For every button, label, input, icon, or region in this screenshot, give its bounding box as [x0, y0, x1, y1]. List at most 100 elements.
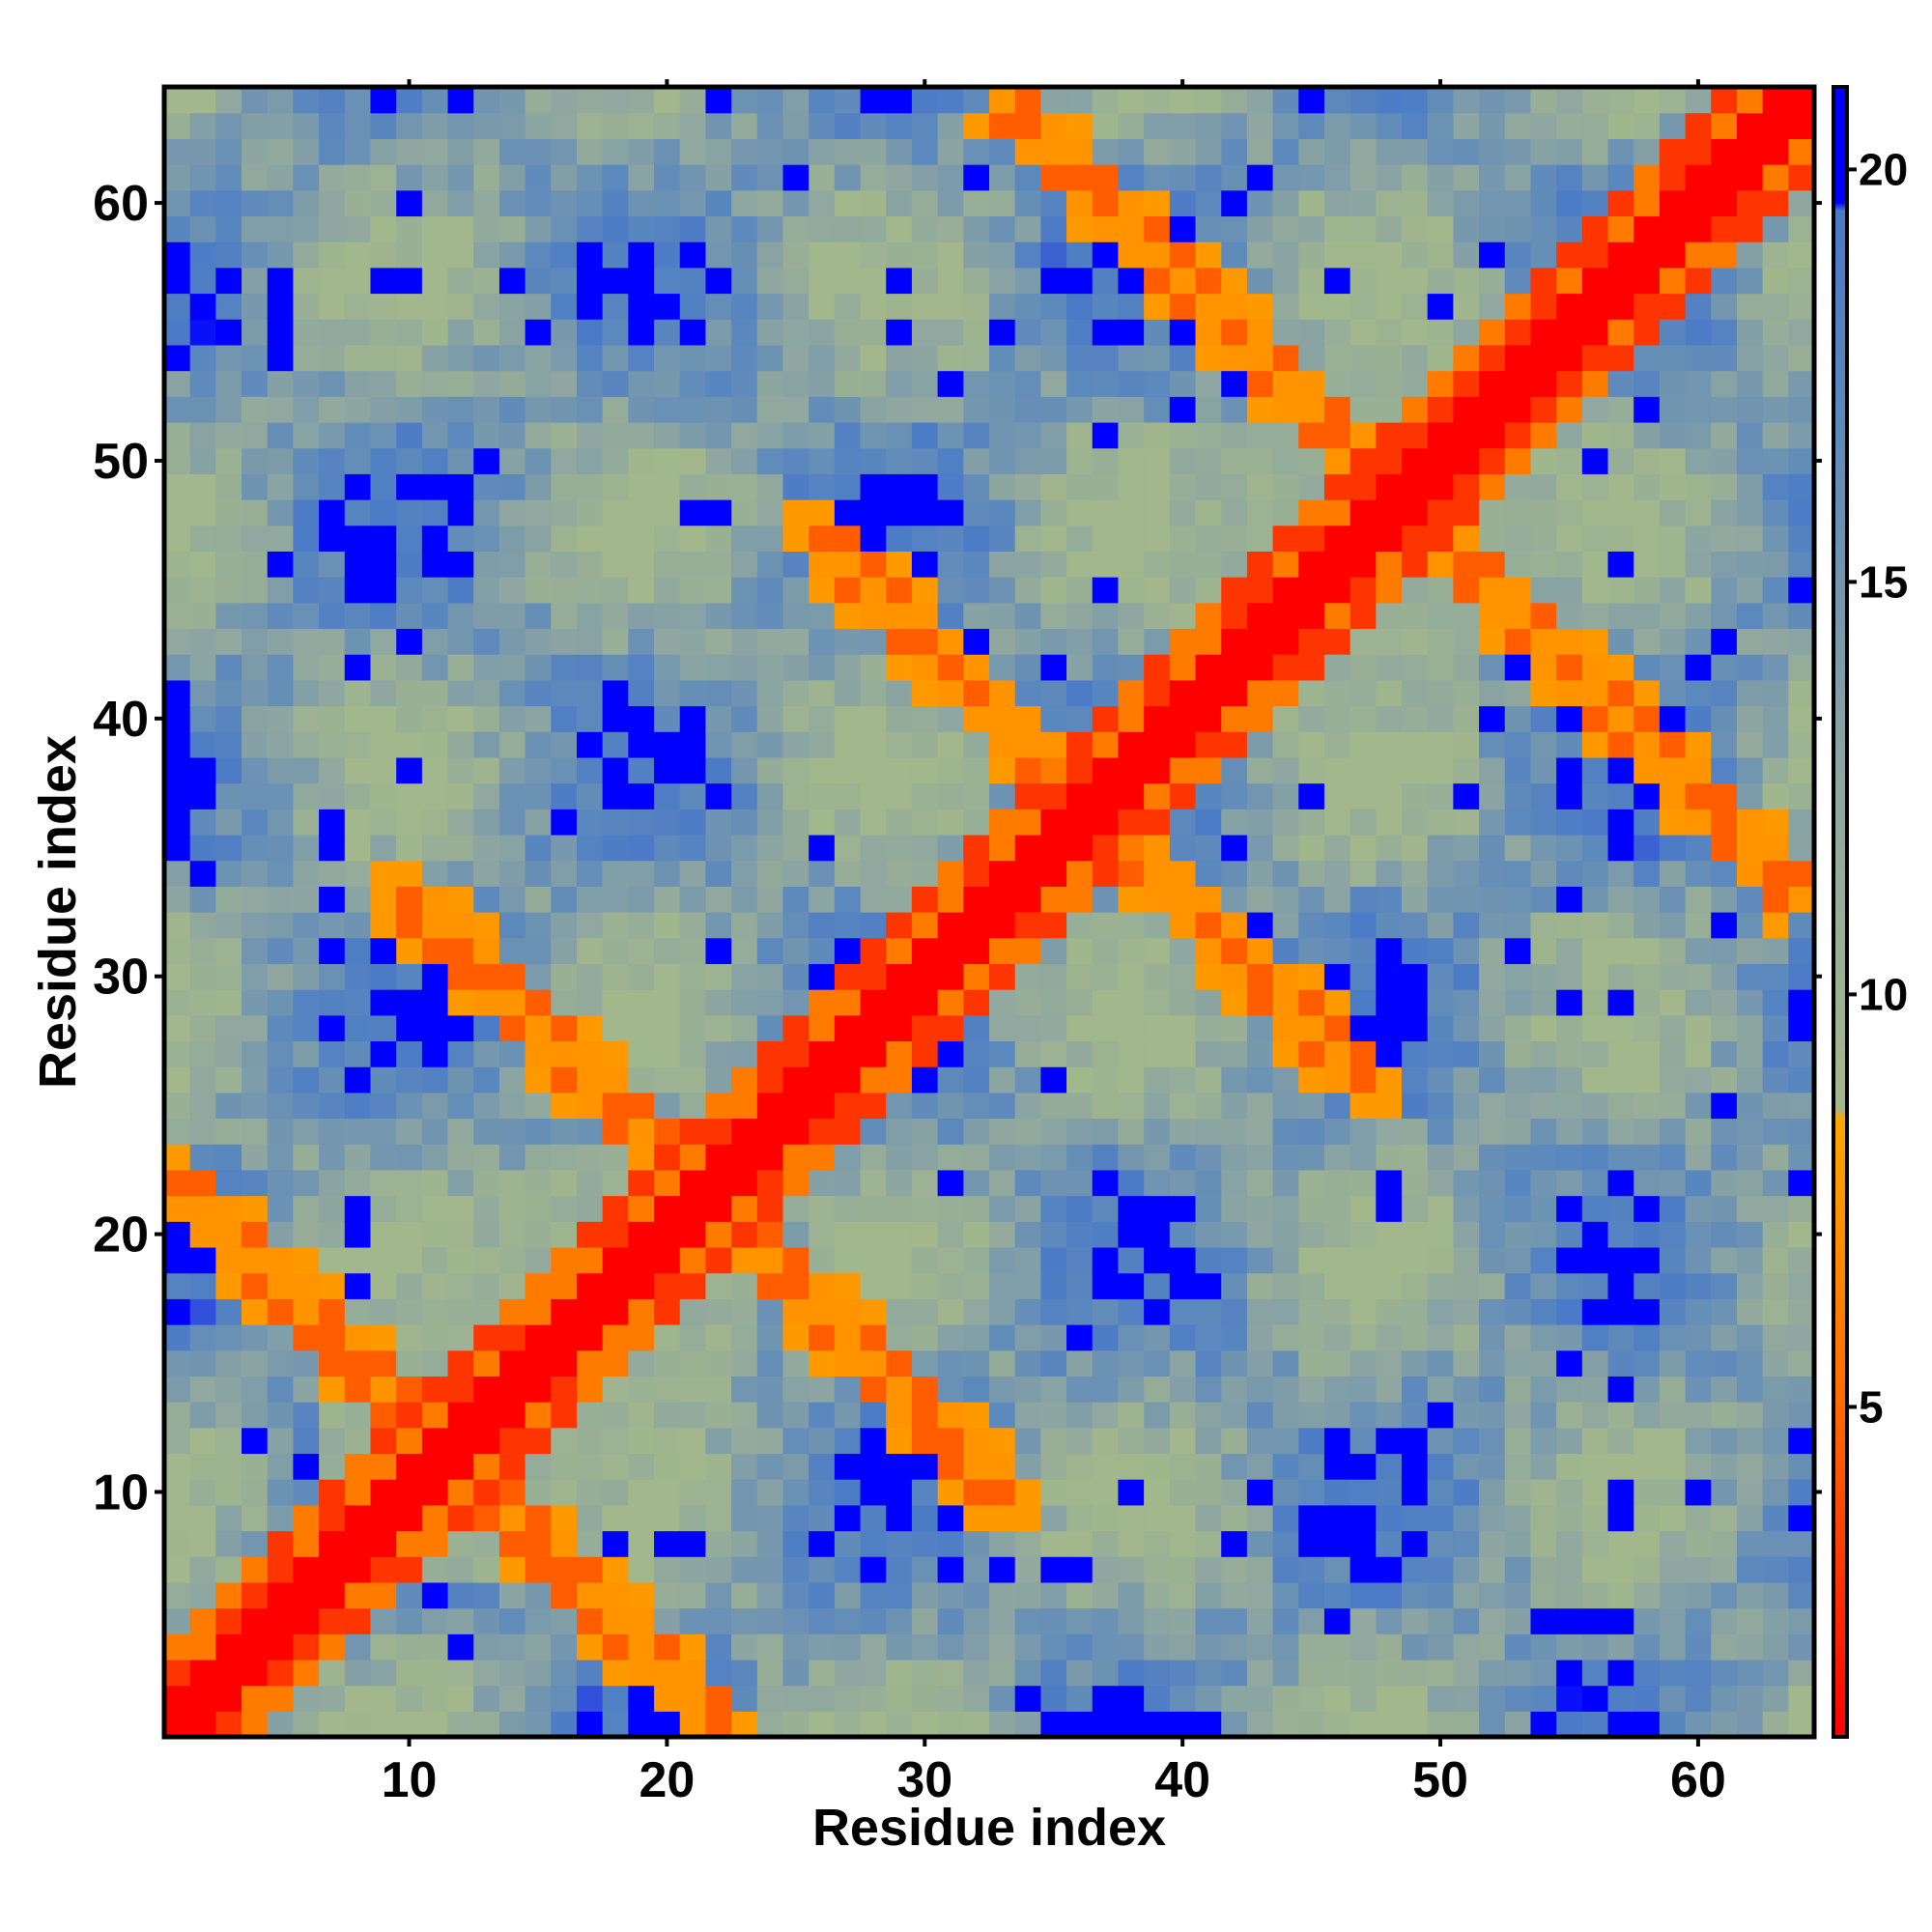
- heatmap-cell: [1092, 551, 1120, 578]
- heatmap-cell: [577, 1530, 604, 1557]
- heatmap-cell: [1736, 1504, 1764, 1532]
- heatmap-cell: [1711, 370, 1738, 397]
- heatmap-cell: [963, 1453, 990, 1480]
- heatmap-cell: [1350, 912, 1377, 939]
- heatmap-cell: [370, 809, 397, 836]
- heatmap-cell: [242, 1711, 269, 1738]
- heatmap-cell: [525, 499, 552, 526]
- heatmap-cell: [731, 1581, 758, 1609]
- heatmap-cell: [1762, 1221, 1789, 1248]
- heatmap-cell: [1402, 628, 1429, 655]
- heatmap-cell: [937, 215, 964, 242]
- heatmap-cell: [782, 860, 810, 887]
- heatmap-cell: [1530, 1246, 1557, 1274]
- heatmap-cell: [756, 1118, 784, 1145]
- heatmap-cell: [1762, 1427, 1789, 1455]
- heatmap-cell: [1762, 473, 1789, 500]
- heatmap-cell: [1376, 1350, 1403, 1377]
- heatmap-cell: [1144, 1298, 1171, 1325]
- heatmap-cell: [1246, 421, 1274, 449]
- heatmap-cell: [1066, 293, 1094, 320]
- heatmap-cell: [705, 215, 732, 242]
- heatmap-cell: [1195, 1659, 1222, 1687]
- heatmap-cell: [756, 1014, 784, 1042]
- heatmap-cell: [267, 705, 295, 732]
- heatmap-cell: [1092, 1530, 1120, 1557]
- heatmap-cell: [498, 1581, 526, 1609]
- heatmap-cell: [525, 1298, 552, 1325]
- heatmap-cell: [1581, 602, 1609, 630]
- heatmap-cell: [731, 1402, 758, 1429]
- heatmap-cell: [1221, 87, 1248, 114]
- heatmap-cell: [602, 242, 629, 269]
- heatmap-cell: [242, 551, 269, 578]
- heatmap-cell: [860, 189, 887, 217]
- heatmap-cell: [370, 421, 397, 449]
- heatmap-cell: [473, 1350, 500, 1377]
- heatmap-cell: [1762, 654, 1789, 681]
- heatmap-cell: [679, 1504, 707, 1532]
- heatmap-cell: [577, 1479, 604, 1506]
- heatmap-cell: [1788, 499, 1815, 526]
- heatmap-cell: [1659, 1350, 1687, 1377]
- heatmap-cell: [1479, 421, 1506, 449]
- heatmap-cell: [525, 319, 552, 346]
- heatmap-cell: [911, 756, 939, 784]
- heatmap-cell: [421, 1659, 449, 1687]
- heatmap-cell: [860, 1040, 887, 1067]
- heatmap-cell: [1479, 1272, 1506, 1299]
- heatmap-cell: [1736, 937, 1764, 964]
- heatmap-cell: [267, 1530, 295, 1557]
- heatmap-cell: [1634, 1634, 1661, 1661]
- heatmap-cell: [1350, 242, 1377, 269]
- heatmap-cell: [860, 370, 887, 397]
- heatmap-cell: [1762, 1144, 1789, 1171]
- heatmap-cell: [215, 782, 242, 810]
- heatmap-cell: [421, 370, 449, 397]
- heatmap-cell: [1581, 912, 1609, 939]
- heatmap-cell: [602, 1066, 629, 1094]
- heatmap-cell: [189, 731, 216, 758]
- heatmap-cell: [1556, 242, 1583, 269]
- heatmap-cell: [189, 1144, 216, 1171]
- heatmap-cell: [498, 1118, 526, 1145]
- heatmap-cell: [1556, 989, 1583, 1016]
- heatmap-cell: [1298, 87, 1325, 114]
- heatmap-cell: [1504, 860, 1532, 887]
- heatmap-cell: [1169, 1530, 1197, 1557]
- heatmap-cell: [1788, 886, 1815, 913]
- heatmap-cell: [1556, 654, 1583, 681]
- heatmap-cell: [860, 989, 887, 1016]
- heatmap-cell: [1195, 782, 1222, 810]
- heatmap-cell: [1272, 1350, 1299, 1377]
- heatmap-cell: [473, 1272, 500, 1299]
- heatmap-cell: [1659, 577, 1687, 604]
- heatmap-cell: [1504, 215, 1532, 242]
- heatmap-cell: [937, 1040, 964, 1067]
- heatmap-cell: [1350, 1040, 1377, 1067]
- heatmap-cell: [1736, 344, 1764, 372]
- heatmap-cell: [679, 1607, 707, 1634]
- heatmap-cell: [654, 112, 681, 139]
- heatmap-cell: [189, 886, 216, 913]
- heatmap-cell: [963, 215, 990, 242]
- heatmap-cell: [1169, 551, 1197, 578]
- heatmap-cell: [319, 1272, 346, 1299]
- heatmap-cell: [396, 421, 423, 449]
- heatmap-cell: [989, 1298, 1016, 1325]
- heatmap-cell: [1376, 705, 1403, 732]
- heatmap-cell: [1711, 396, 1738, 423]
- heatmap-cell: [756, 1169, 784, 1197]
- heatmap-cell: [525, 1195, 552, 1222]
- heatmap-cell: [1556, 1453, 1583, 1480]
- heatmap-cell: [421, 1376, 449, 1403]
- heatmap-cell: [1246, 602, 1274, 630]
- heatmap-cell: [1711, 731, 1738, 758]
- heatmap-cell: [293, 473, 320, 500]
- heatmap-cell: [1453, 577, 1480, 604]
- heatmap-cell: [293, 628, 320, 655]
- heatmap-cell: [937, 1402, 964, 1429]
- heatmap-cell: [1402, 1504, 1429, 1532]
- heatmap-cell: [1659, 396, 1687, 423]
- heatmap-cell: [189, 87, 216, 114]
